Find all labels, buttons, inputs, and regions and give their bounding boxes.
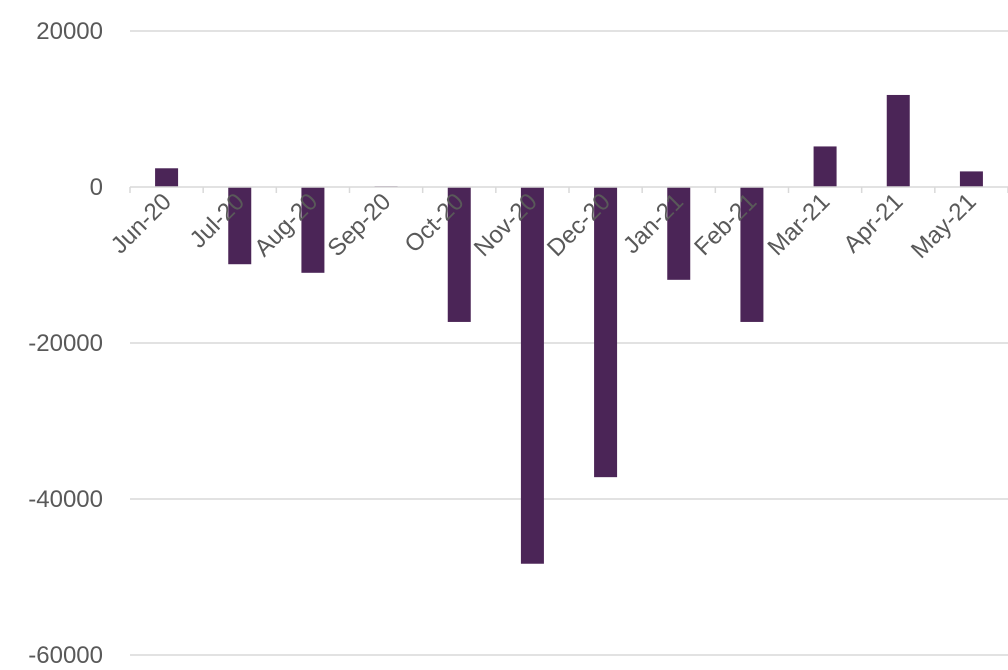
y-axis-tick-labels: 20000 0 -20000 -40000 -60000 (28, 18, 103, 669)
y-tick-label: -60000 (28, 642, 103, 669)
zero-axis (129, 186, 1008, 193)
bar-jun-20 (155, 168, 179, 187)
bar-dec-20 (594, 187, 618, 478)
bar-may-21 (959, 171, 983, 187)
bar-nov-20 (520, 187, 544, 564)
bar-jan-21 (667, 187, 691, 280)
y-tick-label: -20000 (28, 330, 103, 357)
x-tick-label: Sep-20 (323, 188, 397, 262)
x-tick-label: May-21 (906, 188, 982, 264)
bars (155, 94, 983, 564)
y-tick-label: 20000 (36, 18, 103, 45)
bar-aug-20 (301, 187, 325, 273)
bar-feb-21 (740, 187, 764, 322)
x-tick-label: Apr-21 (838, 188, 908, 258)
gridlines (130, 30, 1008, 656)
bar-mar-21 (813, 146, 837, 187)
x-tick-label: Mar-21 (762, 188, 835, 261)
y-tick-label: -40000 (28, 486, 103, 513)
x-tick-label: Jun-20 (106, 188, 177, 259)
bar-apr-21 (886, 94, 910, 187)
bar-jul-20 (228, 187, 252, 265)
bar-oct-20 (447, 187, 471, 322)
y-tick-label: 0 (90, 174, 103, 201)
